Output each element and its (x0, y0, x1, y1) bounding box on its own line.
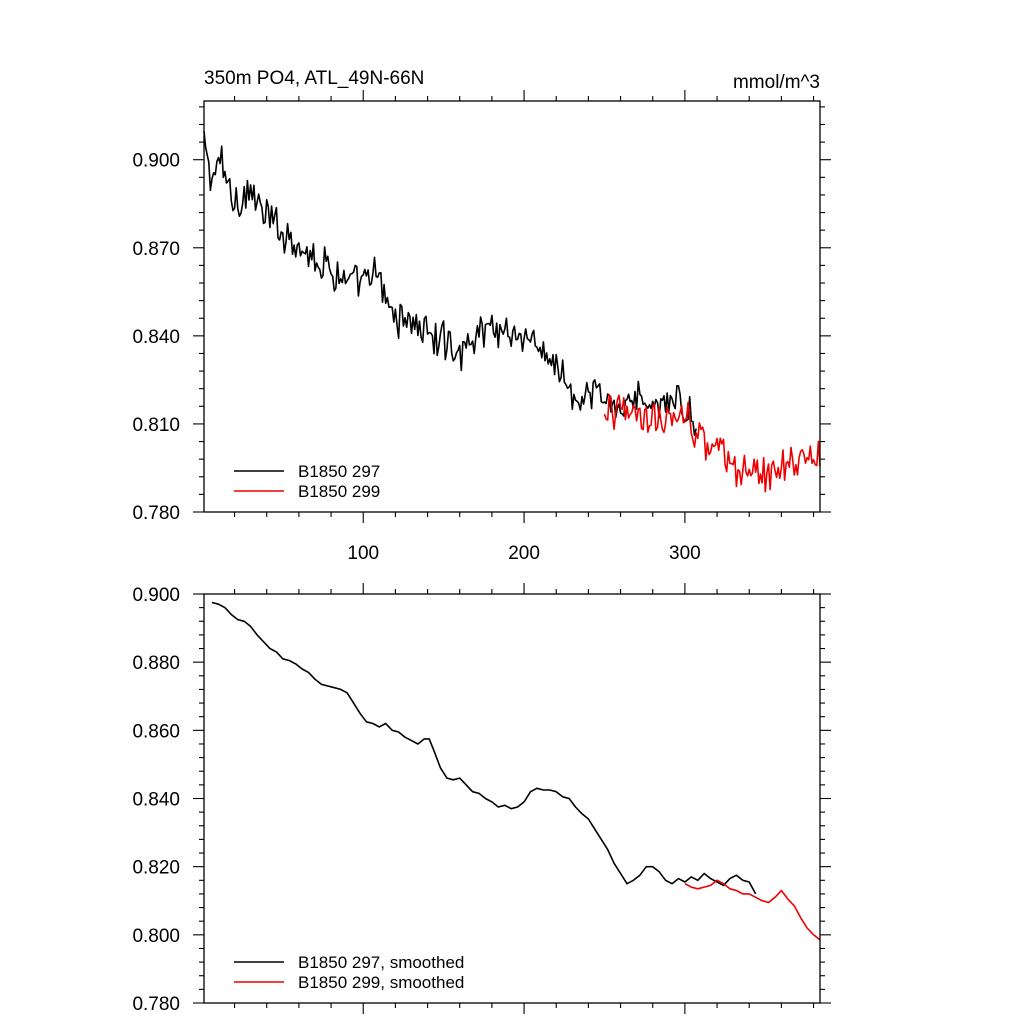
bottom-panel: 0.780 0.800 0.820 0.840 0.860 0.880 0.900 B185… (132, 583, 831, 1015)
top-ytick-label: 0.870 (132, 239, 180, 260)
top-xtick-label: 200 (508, 543, 540, 564)
bottom-series-line-299 (684, 879, 821, 941)
bottom-legend: B1850 297, smoothed B1850 299, smoothed (234, 953, 464, 992)
top-plot-frame (203, 100, 821, 513)
bottom-ytick-label: 0.800 (132, 926, 180, 947)
bottom-ytick-label: 0.860 (132, 721, 180, 742)
bottom-ytick-label: 0.900 (132, 585, 180, 606)
bottom-ytick-label: 0.780 (132, 994, 180, 1015)
top-legend-label-297: B1850 297 (298, 462, 380, 481)
top-series-line-299 (603, 394, 821, 493)
top-panel-title: 350m PO4, ATL_49N-66N (204, 68, 424, 89)
top-panel: 350m PO4, ATL_49N-66N mmol/m^3 0.780 0.81… (132, 68, 831, 564)
top-xtick-label: 100 (347, 543, 379, 564)
top-legend-label-299: B1850 299 (298, 482, 380, 501)
top-legend: B1850 297 B1850 299 (234, 462, 380, 501)
top-xtick-label: 300 (669, 543, 701, 564)
bottom-ytick-label: 0.820 (132, 858, 180, 879)
top-axes: 0.780 0.810 0.840 0.870 0.900 100 200 300 (132, 90, 831, 564)
bottom-ytick-label: 0.880 (132, 653, 180, 674)
bottom-series-group (211, 601, 821, 941)
bottom-plot-frame (203, 593, 821, 1004)
bottom-legend-label-299: B1850 299, smoothed (298, 973, 464, 992)
bottom-series-line-297 (211, 601, 757, 895)
bottom-ytick-label: 0.840 (132, 790, 180, 811)
bottom-axes: 0.780 0.800 0.820 0.840 0.860 0.880 0.900 (132, 583, 831, 1015)
top-series-line-297 (203, 131, 697, 436)
top-panel-units: mmol/m^3 (733, 72, 820, 93)
top-ytick-label: 0.780 (132, 503, 180, 524)
top-ytick-label: 0.840 (132, 327, 180, 348)
top-ytick-label: 0.900 (132, 151, 180, 172)
top-series-group (203, 131, 821, 493)
top-ytick-label: 0.810 (132, 415, 180, 436)
bottom-legend-label-297: B1850 297, smoothed (298, 953, 464, 972)
